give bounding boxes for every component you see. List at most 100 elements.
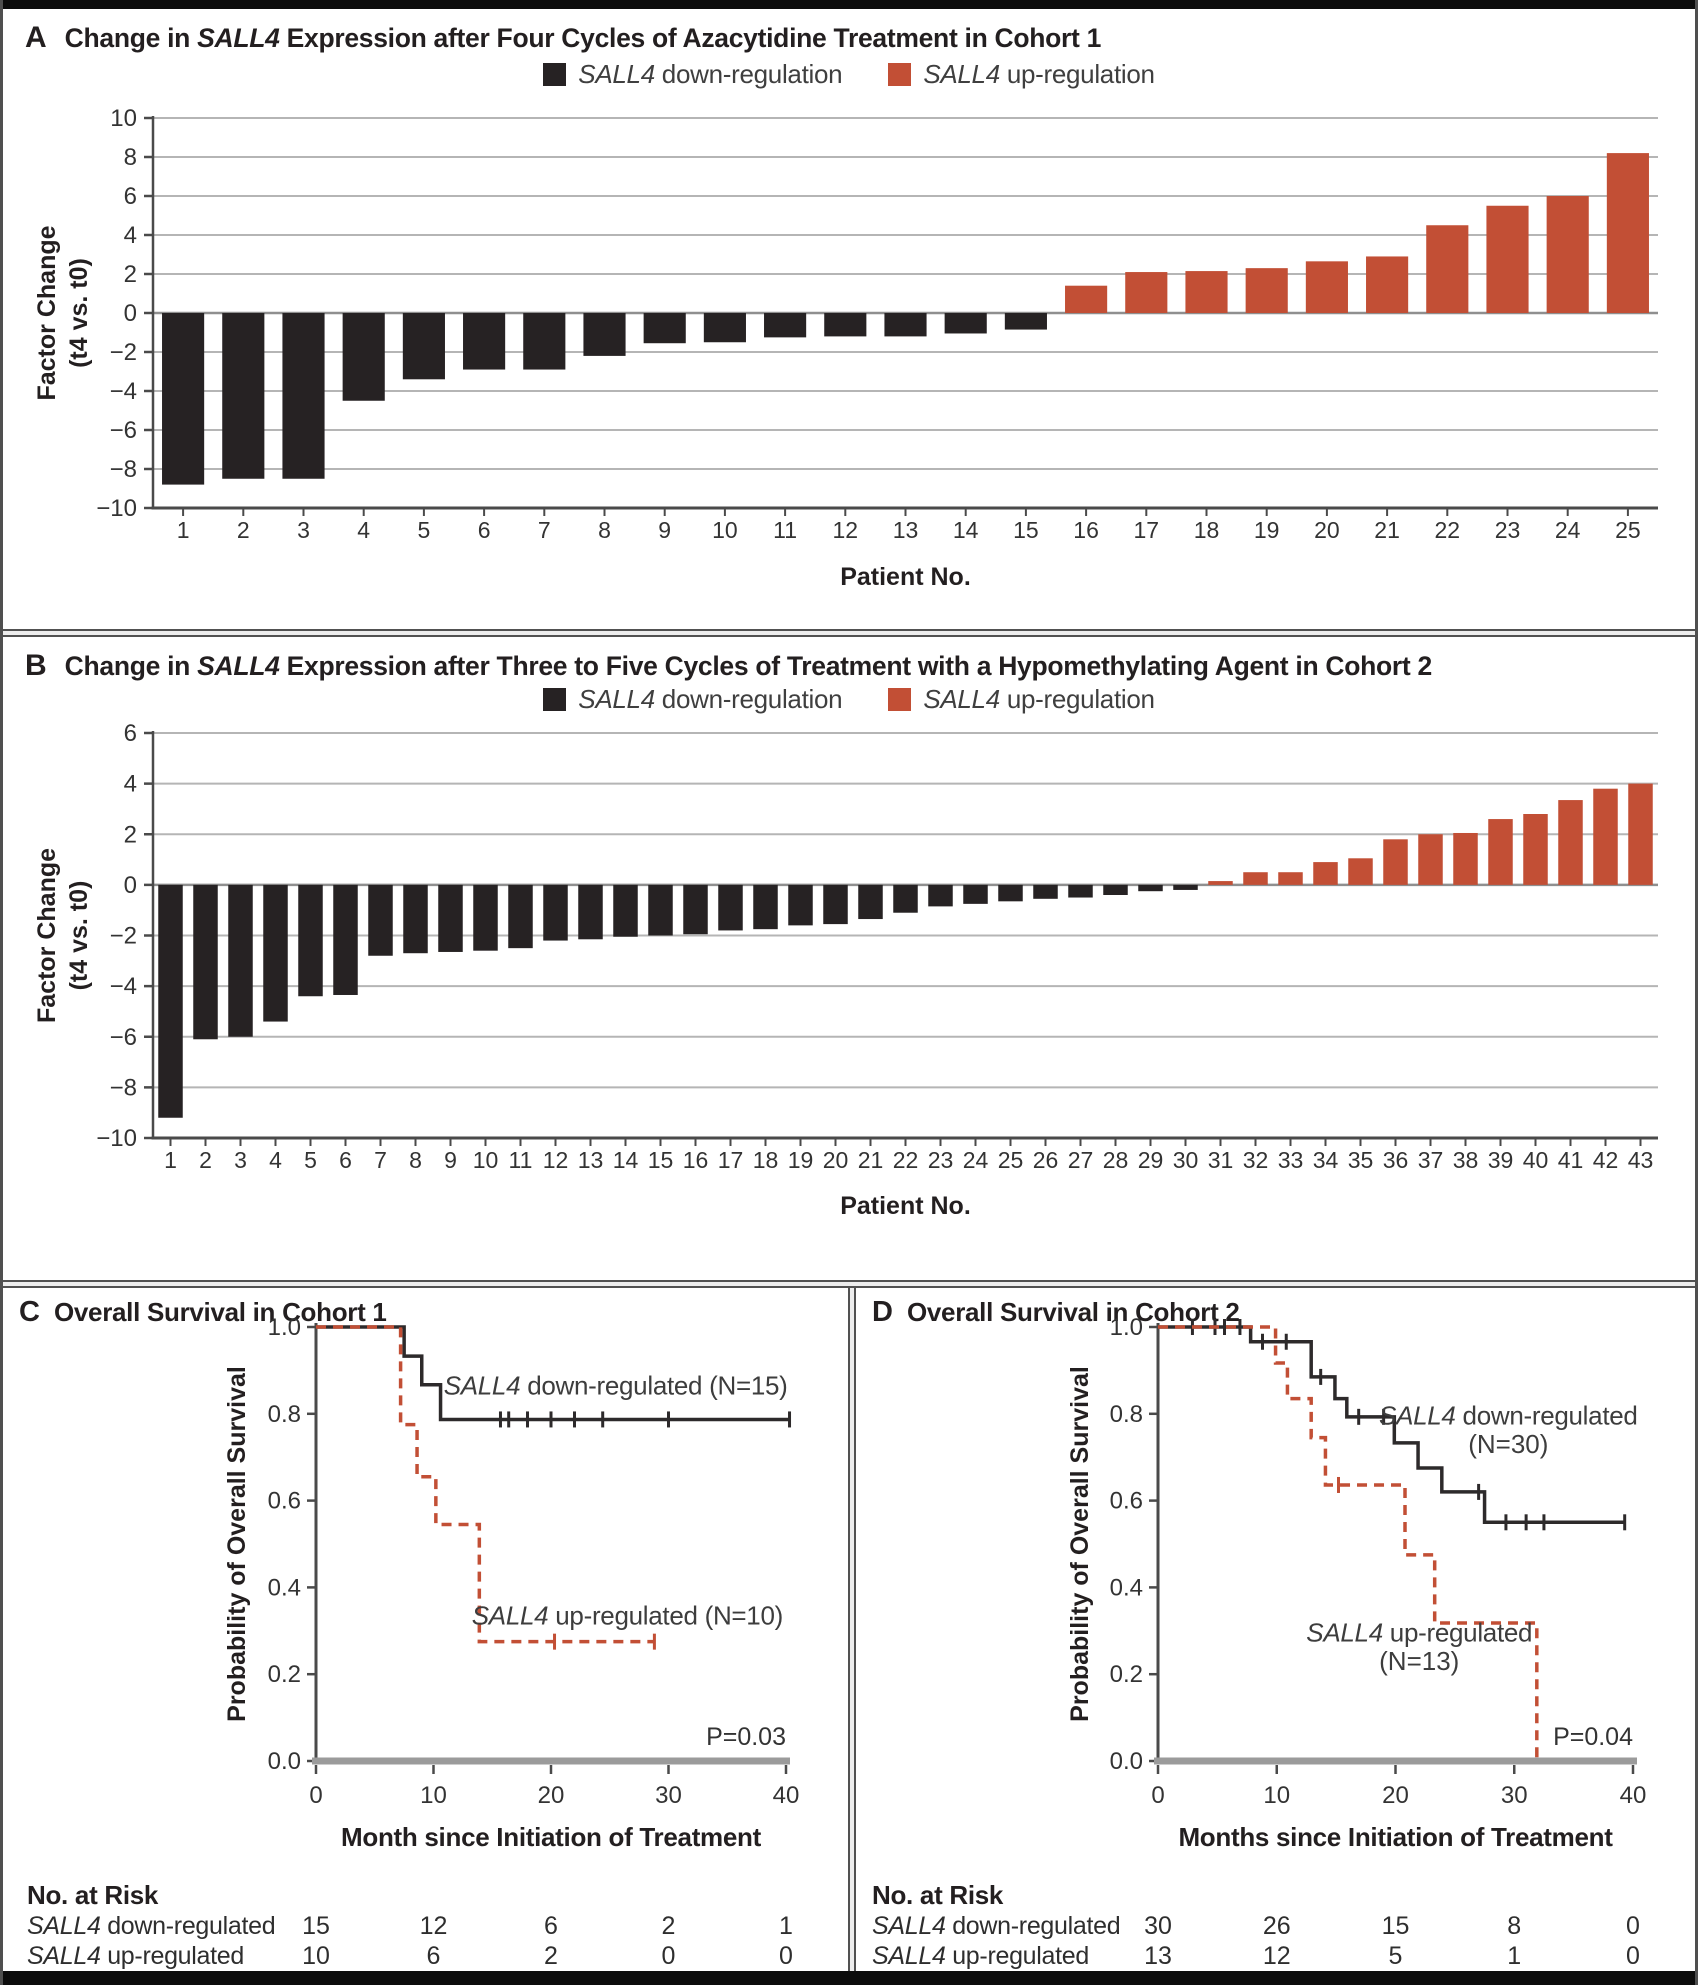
svg-text:21: 21 (1374, 517, 1400, 543)
panel-a-letter: A (25, 21, 47, 54)
panel-divider-vertical (848, 1288, 856, 1971)
svg-text:20: 20 (823, 1147, 849, 1173)
risk-counts-down-c: 15 12 6 2 1 (302, 1912, 793, 1942)
svg-text:SALL4 down-regulated (N=15): SALL4 down-regulated (N=15) (444, 1370, 788, 1400)
risk-count: 0 (661, 1942, 676, 1970)
risk-row-up-c: SALL4 up-regulated 10 6 2 0 0 (27, 1942, 793, 1970)
svg-text:12: 12 (543, 1147, 569, 1173)
svg-text:8: 8 (124, 144, 137, 171)
svg-text:−10: −10 (96, 495, 137, 522)
svg-text:6: 6 (124, 720, 137, 747)
svg-text:0: 0 (124, 872, 137, 899)
panel-b-title: B Change in SALL4 Expression after Three … (25, 649, 1432, 682)
svg-text:Month since Initiation of Trea: Month since Initiation of Treatment (341, 1822, 762, 1852)
up-regulation-swatch-icon (888, 63, 912, 86)
svg-text:5: 5 (418, 517, 431, 543)
svg-text:25: 25 (998, 1147, 1024, 1173)
svg-text:19: 19 (1254, 517, 1280, 543)
svg-text:37: 37 (1418, 1147, 1444, 1173)
risk-count: 12 (1262, 1942, 1291, 1970)
chart-c-km-curve: 0.0 0.2 0.4 0.6 0.8 1.0 0 10 20 30 40 Month since I… (223, 1314, 800, 1852)
svg-text:3: 3 (297, 517, 310, 543)
panel-c-letter: C (19, 1296, 40, 1328)
svg-text:2: 2 (199, 1147, 212, 1173)
svg-text:1: 1 (177, 517, 190, 543)
risk-count: 1 (1507, 1942, 1522, 1970)
svg-text:Patient No.: Patient No. (840, 563, 971, 591)
svg-text:22: 22 (893, 1147, 919, 1173)
svg-text:SALL4 up-regulated: SALL4 up-regulated (1306, 1618, 1532, 1648)
risk-row-down-c: SALL4 down-regulated 15 12 6 2 1 (27, 1912, 793, 1942)
svg-text:Months since Initiation of Tre: Months since Initiation of Treatment (1178, 1822, 1613, 1852)
svg-text:30: 30 (655, 1782, 682, 1809)
svg-text:−8: −8 (110, 456, 137, 483)
svg-text:26: 26 (1033, 1147, 1059, 1173)
svg-text:0.4: 0.4 (1110, 1574, 1143, 1601)
svg-text:23: 23 (928, 1147, 954, 1173)
svg-text:−4: −4 (110, 973, 137, 1000)
svg-text:11: 11 (773, 517, 797, 543)
svg-text:24: 24 (1555, 517, 1581, 543)
svg-text:23: 23 (1495, 517, 1521, 543)
svg-text:(N=13): (N=13) (1379, 1646, 1459, 1676)
svg-text:4: 4 (357, 517, 370, 543)
panel-d-letter: D (872, 1296, 893, 1328)
down-regulation-swatch-icon (543, 63, 567, 86)
risk-count: 10 (302, 1942, 330, 1970)
legend-item-upregulation: SALL4 up-regulation (888, 59, 1155, 90)
svg-text:SALL4 up-regulated (N=10): SALL4 up-regulated (N=10) (472, 1600, 783, 1630)
svg-text:38: 38 (1453, 1147, 1479, 1173)
panel-d-title: D Overall Survival in Cohort 2 (872, 1296, 1240, 1328)
svg-text:10: 10 (473, 1147, 499, 1173)
svg-text:10: 10 (712, 517, 738, 543)
svg-text:31: 31 (1208, 1147, 1234, 1173)
svg-text:42: 42 (1593, 1147, 1619, 1173)
svg-text:0.2: 0.2 (1110, 1661, 1143, 1688)
svg-text:Patient No.: Patient No. (840, 1192, 971, 1220)
gene-name: SALL4 (197, 23, 280, 53)
panel-a: A Change in SALL4 Expression after Four C… (3, 9, 1695, 629)
svg-text:0.6: 0.6 (268, 1488, 301, 1515)
panel-divider (3, 629, 1695, 637)
svg-text:0.8: 0.8 (1110, 1401, 1143, 1428)
svg-text:13: 13 (893, 517, 919, 543)
risk-counts-down-d: 30 26 15 8 0 (1144, 1912, 1640, 1942)
svg-text:14: 14 (613, 1147, 639, 1173)
risk-count: 8 (1507, 1912, 1522, 1940)
svg-text:35: 35 (1348, 1147, 1374, 1173)
svg-text:2: 2 (124, 821, 137, 848)
svg-text:21: 21 (858, 1147, 884, 1173)
svg-text:10: 10 (1263, 1782, 1290, 1809)
svg-text:17: 17 (718, 1147, 744, 1173)
up-regulation-swatch-icon (888, 688, 912, 711)
svg-text:30: 30 (1501, 1782, 1528, 1809)
svg-text:−4: −4 (110, 378, 137, 405)
svg-text:32: 32 (1243, 1147, 1269, 1173)
svg-text:20: 20 (1314, 517, 1340, 543)
svg-text:9: 9 (658, 517, 671, 543)
svg-text:Probability of Overall Surviva: Probability of Overall Survival (1066, 1366, 1094, 1722)
panel-d: D Overall Survival in Cohort 2 0.0 0.2 0.4 0… (856, 1288, 1695, 1972)
svg-text:2: 2 (237, 517, 250, 543)
svg-text:15: 15 (1013, 517, 1039, 543)
svg-text:25: 25 (1615, 517, 1641, 543)
panel-b-letter: B (25, 649, 47, 682)
down-regulation-swatch-icon (543, 688, 567, 711)
svg-text:4: 4 (269, 1147, 282, 1173)
chart-d-km-curve: 0.0 0.2 0.4 0.6 0.8 1.0 0 10 20 30 40 Months since … (1066, 1314, 1646, 1852)
risk-count: 5 (1388, 1942, 1403, 1970)
svg-text:4: 4 (124, 771, 137, 798)
svg-text:41: 41 (1558, 1147, 1584, 1173)
svg-text:16: 16 (1073, 517, 1099, 543)
svg-text:−2: −2 (110, 923, 137, 950)
svg-text:Factor Change: Factor Change (33, 225, 61, 400)
svg-text:40: 40 (773, 1782, 800, 1809)
svg-text:8: 8 (598, 517, 611, 543)
svg-text:20: 20 (538, 1782, 565, 1809)
svg-text:11: 11 (509, 1147, 533, 1173)
svg-text:9: 9 (444, 1147, 457, 1173)
risk-counts-up-d: 13 12 5 1 0 (1144, 1942, 1640, 1972)
risk-header-c: No. at Risk (27, 1880, 159, 1910)
